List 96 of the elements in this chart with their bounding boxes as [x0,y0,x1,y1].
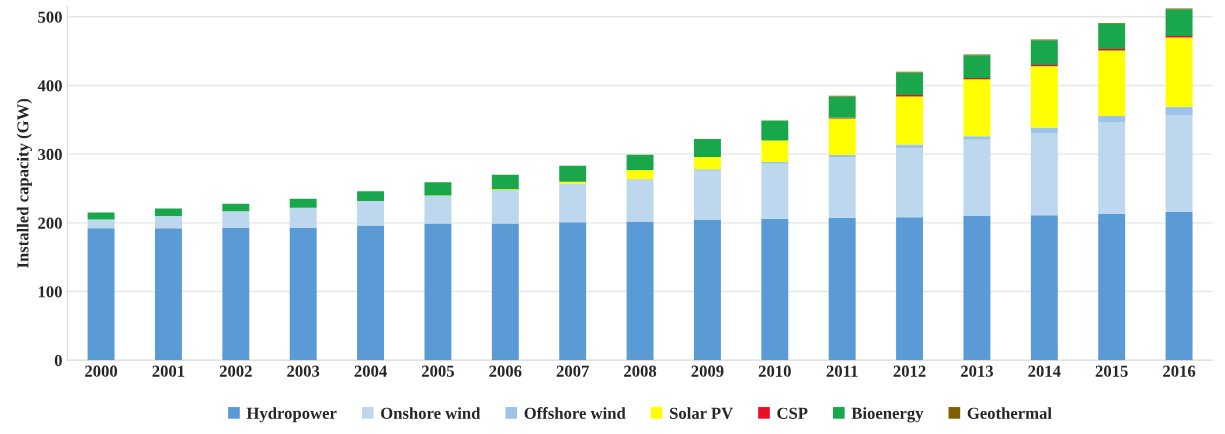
bar [559,165,587,182]
y-tick-label: 500 [38,11,62,23]
bar [963,55,991,78]
bar [626,169,654,179]
bar [424,223,452,361]
bar [693,170,721,221]
bar [693,156,721,170]
y-tick-label: 200 [38,217,62,229]
bar [828,96,856,118]
bar [559,222,587,361]
bar [626,154,654,170]
bar [761,161,789,164]
bar [357,225,385,361]
x-tick-label: 2015 [1095,365,1128,377]
bar [626,221,654,361]
bar [222,211,250,228]
bar [693,139,721,157]
bar [357,191,385,201]
bar [87,228,115,361]
bar [289,207,317,228]
legend-label: Geothermal [967,407,1052,419]
bar [424,196,452,224]
legend-label: Solar PV [669,407,733,419]
bar [896,147,924,218]
bar [1098,213,1126,361]
bar [963,139,991,216]
bar [424,182,452,196]
bar [761,218,789,361]
bar [154,215,182,229]
bar [289,227,317,361]
bar [1030,40,1058,65]
bar [491,174,519,190]
bar [1030,215,1058,361]
bar [491,223,519,361]
x-tick-label: 2016 [1163,365,1196,377]
bar [963,215,991,361]
bar [154,208,182,216]
bar [963,136,991,140]
bar [1030,132,1058,216]
bar [1098,122,1126,214]
bar [222,227,250,361]
bar [1030,127,1058,133]
bar [896,72,924,96]
x-tick-label: 2005 [421,365,454,377]
y-tick-label: 300 [38,148,62,161]
y-tick-label: 400 [37,80,62,92]
y-tick-label: 0 [54,354,62,367]
x-tick-label: 2003 [287,365,320,377]
legend-label: Onshore wind [381,407,481,419]
bar [626,179,654,222]
bar [896,96,924,145]
x-tick-label: 2013 [960,365,994,377]
bar [1030,66,1058,128]
bar [828,218,856,361]
y-tick-label: 100 [38,286,62,298]
bar [222,203,250,212]
bar [1165,115,1193,212]
x-tick-label: 2007 [556,365,589,377]
bar [1098,23,1126,50]
x-tick-label: 2001 [152,365,185,377]
bar [1165,211,1193,361]
legend-label: Offshore wind [524,406,626,419]
bar [289,198,317,208]
x-tick-label: 2014 [1028,365,1061,377]
legend-label: CSP [777,407,808,419]
legend-label: Hydropower [246,407,337,423]
x-tick-label: 2010 [758,365,791,377]
bar [828,118,856,155]
bar [1098,115,1126,123]
bar [896,217,924,361]
x-tick-label: 2012 [893,365,926,377]
bar [761,140,789,162]
bar [761,120,789,141]
bar [693,220,721,361]
x-tick-label: 2006 [489,365,522,377]
x-tick-label: 2008 [624,365,657,377]
x-tick-label: 2002 [219,365,252,377]
bar [828,154,856,158]
bar [357,200,385,226]
bar [491,189,519,224]
x-tick-label: 2000 [85,365,118,377]
legend-label: Bioenergy [851,407,924,423]
bar [1098,50,1126,116]
y-axis-title: Installed capacity (GW) [16,98,32,268]
bar [1165,106,1193,116]
bar [1165,37,1193,107]
bar [828,157,856,219]
bar [963,79,991,137]
bar [87,219,115,229]
bar [1165,9,1193,37]
bar [559,184,587,223]
bar [154,228,182,361]
x-tick-label: 2004 [354,365,387,377]
x-tick-label: 2011 [826,365,858,377]
x-tick-label: 2009 [691,365,724,377]
bar [761,163,789,219]
